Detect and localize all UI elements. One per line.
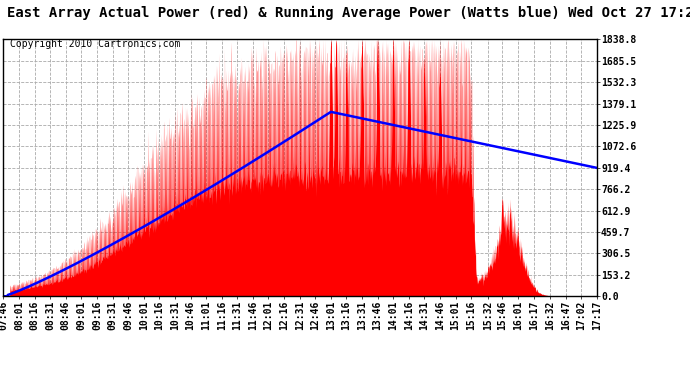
Text: Copyright 2010 Cartronics.com: Copyright 2010 Cartronics.com — [10, 39, 181, 50]
Text: East Array Actual Power (red) & Running Average Power (Watts blue) Wed Oct 27 17: East Array Actual Power (red) & Running … — [7, 6, 690, 20]
